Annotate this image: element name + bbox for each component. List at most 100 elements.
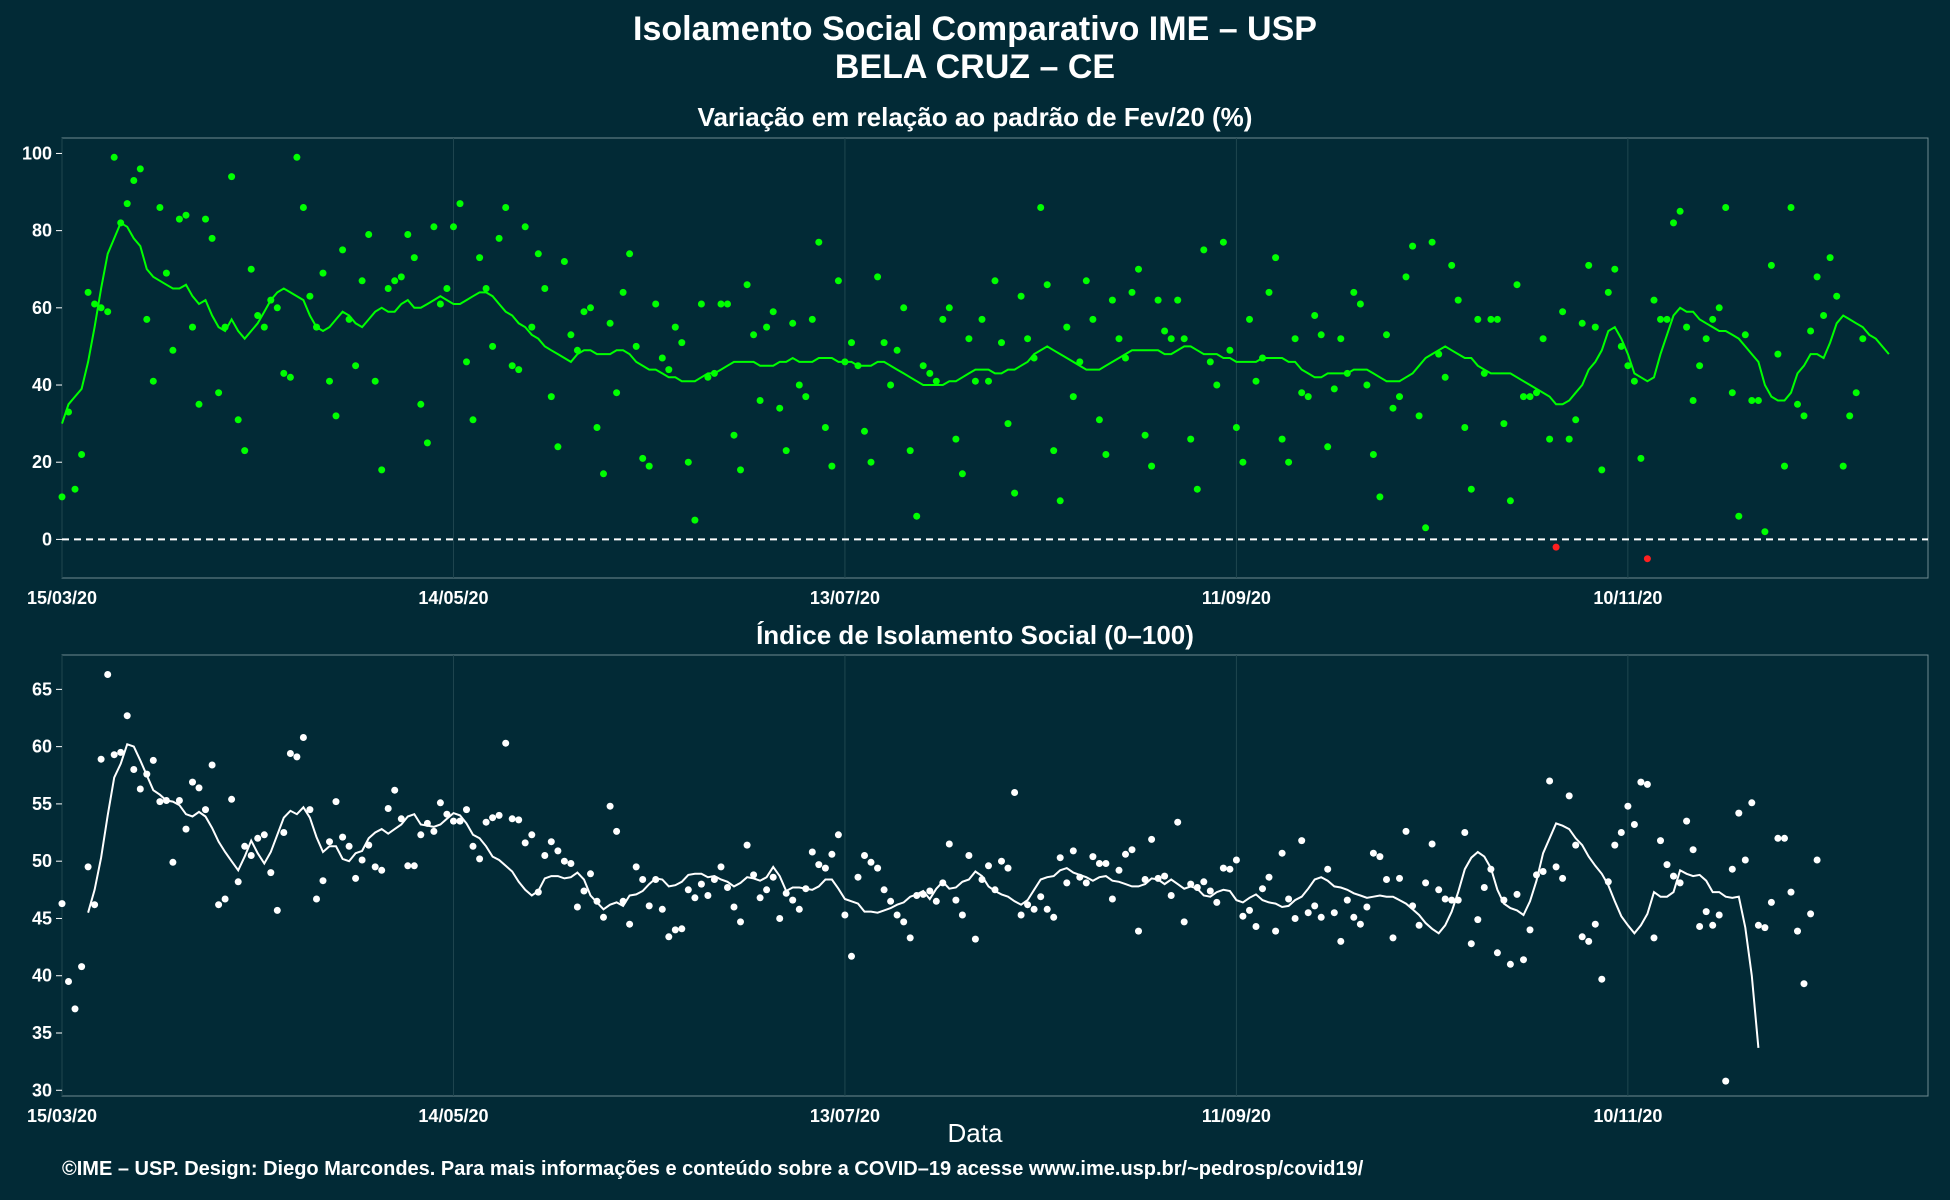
data-point <box>665 366 673 374</box>
data-point <box>1285 895 1293 903</box>
data-point <box>1213 381 1221 389</box>
data-point <box>880 886 888 894</box>
data-point <box>1141 431 1149 439</box>
data-point <box>580 887 588 895</box>
data-point <box>339 246 347 254</box>
data-point <box>1637 454 1645 462</box>
data-point <box>913 892 921 899</box>
data-point <box>1415 412 1423 420</box>
data-point <box>613 827 621 835</box>
data-point <box>1741 856 1749 864</box>
data-point <box>430 223 438 231</box>
data-point <box>1037 204 1045 211</box>
data-point <box>776 404 784 412</box>
data-point <box>1376 853 1384 861</box>
data-point <box>410 862 418 870</box>
data-point <box>195 400 203 408</box>
data-point <box>985 377 992 385</box>
data-point <box>450 817 457 825</box>
data-point <box>678 339 686 347</box>
data-point <box>1683 323 1691 331</box>
x-tick-label: 10/11/20 <box>1593 588 1662 608</box>
data-point <box>534 888 542 896</box>
data-point <box>476 254 484 262</box>
data-point <box>1043 905 1051 913</box>
data-point <box>939 315 947 323</box>
data-point <box>1291 335 1299 343</box>
data-point <box>502 739 510 747</box>
data-point <box>991 277 999 285</box>
data-point <box>1422 879 1430 887</box>
data-point <box>926 887 934 895</box>
data-point <box>1389 404 1397 412</box>
data-point <box>423 439 431 447</box>
data-point <box>848 339 855 347</box>
data-point <box>710 876 718 883</box>
data-point <box>352 362 360 370</box>
data-point <box>945 304 953 312</box>
data-point <box>1800 980 1808 988</box>
data-point <box>195 784 203 792</box>
y-tick-label: 55 <box>32 794 52 814</box>
data-point <box>1193 884 1201 891</box>
data-point <box>1056 854 1064 862</box>
data-point <box>1206 358 1214 366</box>
data-point <box>136 785 144 793</box>
data-point <box>971 377 979 385</box>
data-point <box>795 905 803 913</box>
data-point <box>293 753 301 761</box>
data-point <box>1761 924 1769 932</box>
data-point <box>763 323 771 331</box>
data-point <box>326 377 333 385</box>
data-point <box>1624 802 1632 810</box>
data-point <box>750 331 758 339</box>
data-point <box>678 925 686 933</box>
data-point <box>1089 315 1097 323</box>
data-point <box>1467 485 1475 493</box>
data-point <box>1252 377 1260 385</box>
data-point <box>313 895 320 903</box>
data-point <box>1630 821 1638 828</box>
data-point <box>84 863 92 871</box>
data-point <box>508 815 516 823</box>
data-point <box>880 339 888 347</box>
data-point <box>1246 315 1253 323</box>
data-point <box>476 855 484 863</box>
data-point <box>1435 350 1443 358</box>
x-tick-label: 14/05/20 <box>418 1106 488 1126</box>
data-point <box>782 889 790 897</box>
data-point <box>645 902 653 910</box>
data-point <box>1598 466 1606 474</box>
data-point <box>1298 389 1306 397</box>
data-point <box>1513 281 1521 289</box>
data-point <box>1552 863 1560 871</box>
data-point <box>1604 288 1612 296</box>
data-point <box>1200 246 1208 254</box>
data-point <box>397 273 405 281</box>
data-point <box>1259 354 1266 362</box>
data-point <box>175 797 183 804</box>
data-point <box>900 304 908 312</box>
data-point <box>1167 335 1175 343</box>
data-point <box>789 319 797 327</box>
data-point <box>273 304 281 312</box>
data-point <box>1056 497 1064 505</box>
data-point <box>1754 397 1762 404</box>
data-point <box>724 884 731 891</box>
data-point <box>1298 837 1306 845</box>
data-point <box>560 857 568 865</box>
data-point <box>769 308 777 316</box>
data-point <box>1500 896 1508 904</box>
data-point <box>143 770 151 778</box>
data-point <box>397 815 405 823</box>
data-point <box>1578 933 1586 941</box>
data-point <box>1702 335 1710 343</box>
y-tick-label: 0 <box>42 529 52 549</box>
data-point <box>1376 493 1384 501</box>
data-point <box>567 331 575 339</box>
data-point <box>1781 834 1788 842</box>
data-point <box>1663 861 1671 869</box>
data-point <box>456 817 464 825</box>
data-point <box>1663 315 1671 323</box>
data-point <box>815 861 823 869</box>
